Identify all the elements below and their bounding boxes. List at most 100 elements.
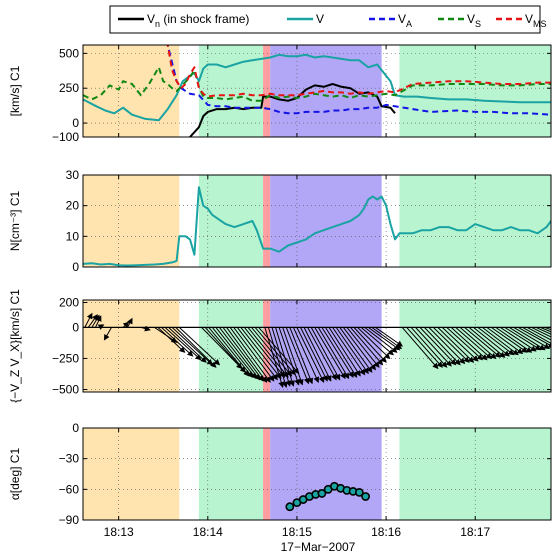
velocity-vector-97 <box>540 326 551 333</box>
plot-area <box>83 45 551 137</box>
velocity-vector-26 <box>233 327 275 382</box>
velocity-vector-25 <box>229 327 271 383</box>
velocity-vector-59 <box>353 327 387 363</box>
y-tick-label-1: 10 <box>66 229 80 243</box>
y-tick-label-2: 250 <box>59 81 79 95</box>
velocity-vector-86 <box>490 326 528 353</box>
shaded-interval-1 <box>198 428 264 520</box>
velocity-vector-30 <box>247 327 289 378</box>
alpha-point-12 <box>361 492 370 501</box>
velocity-vector-14 <box>171 326 213 366</box>
legend-label-vms: VMS <box>525 12 547 29</box>
velocity-vector-10 <box>157 326 186 353</box>
velocity-vector-92 <box>517 326 551 348</box>
velocity-vector-44 <box>300 327 328 382</box>
velocity-vector-35 <box>267 327 288 388</box>
velocity-vector-56 <box>342 327 376 371</box>
velocity-vector-71 <box>424 327 461 366</box>
velocity-vector-40 <box>285 327 310 385</box>
shaded-interval-1 <box>198 45 264 137</box>
velocity-vector-31 <box>251 327 293 377</box>
plot-area <box>285 481 370 512</box>
alpha-point-5 <box>317 489 327 498</box>
legend-label-subscript: MS <box>533 19 547 29</box>
y-tick-label-2: 20 <box>66 199 80 213</box>
velocity-vector-23 <box>222 327 264 382</box>
velocity-vector-96 <box>535 326 551 335</box>
velocity-vector-90 <box>508 326 546 351</box>
velocity-vector-34 <box>264 327 285 388</box>
alpha-point-0 <box>285 502 295 512</box>
shaded-interval-2 <box>263 45 271 137</box>
x-tick-label-3: 18:16 <box>371 525 401 539</box>
velocity-vector-83 <box>477 326 515 356</box>
velocity-vector-82 <box>473 326 510 357</box>
velocity-vector-73 <box>432 326 470 363</box>
shaded-interval-4 <box>399 428 551 520</box>
legend-label-subscript: n <box>155 19 160 29</box>
velocity-vector-53 <box>332 327 366 376</box>
velocity-vector-21 <box>215 327 257 380</box>
y-tick-label-0: −90 <box>59 513 80 527</box>
plot-frame <box>82 174 552 268</box>
series-line-vs <box>83 66 551 102</box>
y-tick-label-0: 0 <box>72 260 79 274</box>
legend-label-v: V <box>316 12 324 26</box>
y-axis-label: N[cm⁻³] C1 <box>8 191 22 252</box>
interval-shading <box>83 175 551 267</box>
velocity-vector-57 <box>346 327 380 368</box>
velocity-vector-43 <box>296 327 325 383</box>
velocity-vector-20 <box>211 327 253 378</box>
plot-frame <box>82 44 552 138</box>
y-tick-label-3: 30 <box>66 168 80 182</box>
velocity-vector-91 <box>513 326 551 349</box>
velocity-vector-46 <box>307 327 337 381</box>
velocity-vector-74 <box>437 326 475 363</box>
legend-label-main: V <box>147 12 155 26</box>
grid <box>83 174 551 268</box>
density-panel: 0 10 20 30 N[cm⁻³] C1 <box>8 168 552 274</box>
velocity-vector-85 <box>486 326 524 355</box>
plot-area <box>83 312 551 388</box>
velocity-vector-49 <box>317 327 350 380</box>
velocity-vector-69 <box>415 327 452 367</box>
y-tick-label-3: 200 <box>59 295 79 309</box>
velocity-vector-70 <box>419 327 457 366</box>
y-tick-label-1: −250 <box>52 351 79 365</box>
velocity-vector-68 <box>410 327 448 368</box>
velocity-vector-51 <box>325 327 358 378</box>
velocity-vector-67 <box>406 327 443 368</box>
velocity-vector-37 <box>275 327 295 387</box>
shaded-interval-4 <box>399 175 551 267</box>
velocity-vector-4 <box>97 324 105 330</box>
velocity-vector-16 <box>178 326 221 366</box>
velocity-vector-48 <box>314 327 346 380</box>
velocity-vector-55 <box>339 327 373 373</box>
velocity-vector-panel: −500 −250 0 200 {−V_Z V_X}[km/s] C1 <box>8 289 552 403</box>
interval-shading <box>83 45 551 137</box>
plot-frame <box>82 427 552 521</box>
velocity-vector-80 <box>464 326 501 358</box>
velocity-vector-72 <box>428 326 466 365</box>
velocity-vector-65 <box>375 326 403 347</box>
velocity-vector-77 <box>450 326 488 361</box>
shaded-interval-0 <box>83 428 180 520</box>
velocity-vector-94 <box>526 326 551 341</box>
velocity-vector-22 <box>218 327 261 381</box>
velocity-vector-88 <box>499 326 537 352</box>
velocity-vector-19 <box>208 327 250 377</box>
shaded-interval-2 <box>263 175 271 267</box>
legend-label-vn: Vn (in shock frame) <box>147 12 249 29</box>
velocity-vector-8 <box>140 325 151 332</box>
velocity-vector-38 <box>278 327 300 386</box>
legend-label-vs: VS <box>467 12 481 29</box>
plot-frame <box>82 299 552 393</box>
velocity-vector-18 <box>204 327 246 373</box>
velocity-vector-36 <box>271 327 292 387</box>
x-tick-label-4: 18:17 <box>460 525 490 539</box>
velocity-vector-27 <box>236 327 278 381</box>
legend-box <box>109 5 541 34</box>
alpha-point-11 <box>354 487 364 497</box>
